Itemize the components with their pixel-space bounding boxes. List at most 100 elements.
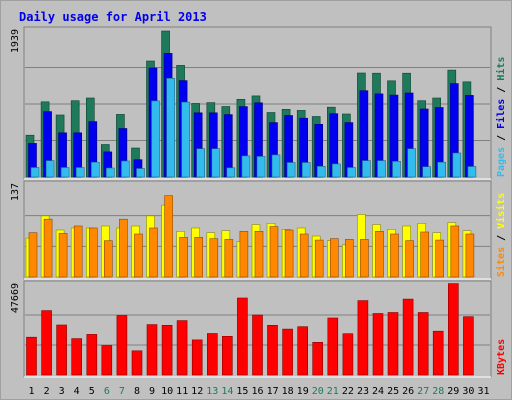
- x-tick-label: 31: [477, 386, 489, 397]
- bar-sites-day-5: [89, 227, 98, 278]
- panel-1: 1939 Pages / Files / Hits: [10, 26, 507, 180]
- x-tick-label: 8: [134, 386, 140, 397]
- bar-sites-day-14: [224, 239, 234, 278]
- y-max-label: 137: [10, 183, 21, 201]
- x-tick-label: 1: [28, 386, 34, 397]
- bar-pages-day-1: [30, 167, 40, 178]
- bar-sites-day-17: [269, 226, 279, 278]
- x-tick-label: 16: [251, 386, 263, 397]
- x-tick-label: 14: [221, 386, 233, 397]
- bar-sites-day-10: [164, 195, 173, 278]
- bar-kbytes-day-9: [146, 324, 158, 376]
- bar-pages-day-12: [196, 148, 205, 178]
- x-tick-label: 29: [447, 386, 459, 397]
- bar-sites-day-1: [28, 232, 38, 278]
- legend-separator: /: [496, 81, 507, 99]
- chart-title: Daily usage for April 2013: [19, 10, 207, 24]
- y-max-label: 1939: [10, 29, 21, 53]
- series-legend: Sites / Visits: [495, 193, 507, 277]
- bar-pages-day-27: [422, 166, 432, 178]
- bar-kbytes-day-17: [267, 324, 278, 376]
- x-tick-label: 4: [74, 386, 80, 397]
- bar-sites-day-15: [239, 231, 249, 278]
- bar-sites-day-22: [345, 239, 354, 278]
- x-tick-label: 22: [342, 386, 354, 397]
- x-tick-label: 25: [387, 386, 399, 397]
- legend-hits: Hits: [495, 57, 507, 81]
- bar-pages-day-21: [331, 163, 341, 178]
- x-tick-label: 20: [312, 386, 324, 397]
- bar-sites-day-21: [329, 238, 339, 278]
- bar-pages-day-11: [181, 101, 190, 178]
- bar-pages-day-5: [91, 161, 100, 178]
- bar-pages-day-15: [241, 155, 251, 178]
- bar-kbytes-day-29: [447, 283, 459, 376]
- bar-kbytes-day-25: [387, 312, 399, 376]
- bar-sites-day-12: [194, 237, 203, 278]
- bar-kbytes-day-11: [176, 320, 188, 376]
- bar-kbytes-day-1: [26, 336, 37, 376]
- panel-2: 137 Sites / Visits: [10, 180, 507, 280]
- bar-kbytes-day-26: [402, 298, 414, 376]
- legend-separator: /: [496, 129, 507, 147]
- bar-kbytes-day-27: [417, 312, 429, 376]
- bar-sites-day-9: [149, 227, 158, 278]
- bar-sites-day-29: [450, 225, 460, 278]
- bar-pages-day-8: [136, 168, 145, 178]
- x-tick-label: 28: [432, 386, 444, 397]
- series-files: [28, 53, 474, 178]
- bar-kbytes-day-12: [191, 339, 203, 376]
- bar-sites-day-24: [375, 231, 384, 278]
- bar-pages-day-22: [347, 167, 356, 178]
- bar-sites-day-4: [73, 225, 83, 278]
- bar-pages-day-4: [75, 167, 85, 178]
- legend-separator: /: [496, 229, 507, 247]
- series-legend: KBytes: [496, 339, 507, 375]
- bar-sites-day-27: [420, 231, 430, 278]
- bar-sites-day-6: [104, 240, 113, 278]
- bar-sites-day-30: [465, 233, 475, 278]
- panels-group: 1939 Pages / Files / Hits 137 Sites / Visit…: [10, 26, 507, 378]
- bar-sites-day-28: [435, 239, 445, 278]
- x-tick-labels: 1 2 3 4 5 6 7 8 9 10 11 12 13 14 15 16 17 18 19 20 21 22 23 24 2…: [28, 386, 489, 397]
- bar-pages-day-30: [467, 166, 477, 178]
- bar-files-day-30: [465, 95, 474, 178]
- bar-pages-day-10: [166, 78, 175, 178]
- x-tick-label: 3: [59, 386, 65, 397]
- bar-pages-day-24: [377, 160, 386, 178]
- bar-kbytes-day-8: [131, 350, 143, 376]
- x-tick-label: 13: [206, 386, 218, 397]
- bar-kbytes-day-19: [297, 326, 309, 376]
- bar-sites-day-18: [284, 229, 294, 278]
- x-tick-label: 21: [327, 386, 339, 397]
- x-tick-label: 24: [372, 386, 384, 397]
- bar-kbytes-day-3: [56, 324, 67, 376]
- bar-sites-day-2: [43, 218, 53, 278]
- series-pages: [30, 78, 477, 178]
- bar-pages-day-20: [316, 166, 326, 178]
- bar-sites-day-20: [314, 239, 324, 278]
- bar-kbytes-day-20: [312, 341, 324, 376]
- bar-pages-day-28: [437, 161, 447, 178]
- bar-kbytes-day-7: [116, 315, 128, 376]
- bar-kbytes-day-21: [327, 317, 339, 376]
- x-tick-label: 11: [176, 386, 188, 397]
- legend-kbytes: KBytes: [496, 339, 507, 375]
- bar-kbytes-day-22: [342, 333, 354, 376]
- x-tick-label: 19: [297, 386, 309, 397]
- legend-pages: Pages: [496, 147, 507, 177]
- bar-pages-day-17: [271, 154, 281, 178]
- bar-pages-day-23: [362, 160, 371, 178]
- bar-kbytes-day-5: [86, 334, 98, 376]
- legend-files: Files: [495, 99, 507, 129]
- bar-sites-day-25: [390, 233, 399, 278]
- bar-kbytes-day-15: [237, 297, 248, 376]
- bar-kbytes-day-30: [463, 316, 474, 376]
- bar-pages-day-14: [226, 167, 236, 178]
- bar-sites-day-13: [209, 238, 219, 278]
- x-tick-label: 26: [402, 386, 414, 397]
- bar-pages-day-26: [407, 148, 416, 178]
- bar-kbytes-day-14: [222, 335, 233, 376]
- bar-pages-day-13: [211, 148, 221, 178]
